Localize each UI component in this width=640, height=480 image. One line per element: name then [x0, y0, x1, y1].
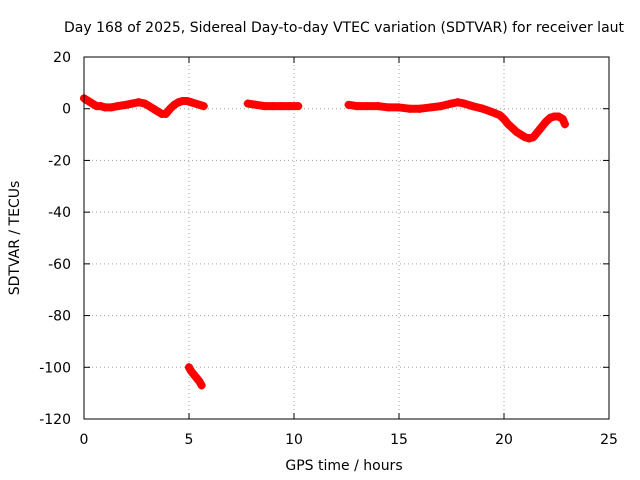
- axis-ticks: 0 5 10 15 20 25 20 0 -20 -40 -60 -80 -100 -120: [39, 50, 618, 448]
- data-point: [516, 130, 525, 139]
- data-point: [195, 100, 204, 109]
- data-point: [269, 102, 277, 111]
- data-points: [80, 94, 569, 390]
- data-point: [529, 133, 538, 142]
- data-point: [542, 117, 550, 126]
- data-point: [128, 99, 137, 108]
- data-point: [521, 133, 529, 142]
- x-tick-label: 5: [185, 432, 194, 448]
- data-point: [187, 98, 196, 107]
- data-point: [437, 102, 445, 111]
- data-point: [558, 115, 567, 124]
- data-point: [460, 99, 469, 108]
- y-tick-label: 0: [62, 102, 71, 118]
- data-point: [96, 102, 105, 111]
- data-point: [500, 115, 508, 124]
- x-tick-label: 0: [80, 432, 89, 448]
- y-tick-label: -60: [48, 257, 71, 273]
- data-point: [374, 102, 382, 111]
- data-point: [533, 127, 542, 136]
- data-point: [277, 102, 286, 111]
- data-point: [363, 102, 372, 111]
- data-point: [405, 104, 414, 113]
- data-point: [384, 103, 393, 112]
- y-tick-label: 20: [53, 50, 71, 66]
- data-point: [546, 113, 555, 122]
- y-tick-label: -120: [39, 412, 71, 428]
- data-point: [166, 104, 175, 113]
- y-tick-label: -20: [48, 153, 71, 169]
- data-point: [468, 102, 477, 111]
- x-tick-label: 25: [600, 432, 618, 448]
- data-point: [122, 100, 130, 109]
- data-point: [197, 381, 206, 390]
- data-point: [495, 111, 504, 120]
- data-point: [260, 102, 269, 111]
- data-point: [453, 98, 462, 107]
- data-point: [508, 124, 517, 133]
- data-point: [88, 99, 97, 108]
- data-point: [560, 120, 569, 129]
- data-point: [395, 103, 403, 112]
- x-tick-label: 15: [390, 432, 408, 448]
- data-point: [479, 104, 487, 113]
- data-point: [353, 102, 361, 111]
- y-axis-label: SDTVAR / TECUs: [7, 181, 23, 296]
- data-point: [294, 102, 303, 111]
- data-point: [191, 99, 200, 108]
- data-point: [447, 99, 456, 108]
- x-tick-label: 10: [285, 432, 303, 448]
- data-point: [537, 122, 546, 131]
- x-axis-label: GPS time / hours: [285, 458, 402, 474]
- data-point: [199, 102, 208, 111]
- data-point: [113, 102, 122, 111]
- data-point: [170, 100, 179, 109]
- chart-title: Day 168 of 2025, Sidereal Day-to-day VTE…: [64, 20, 625, 36]
- data-point: [153, 107, 162, 116]
- data-point: [489, 108, 498, 117]
- data-point: [285, 102, 294, 111]
- data-point: [512, 127, 521, 136]
- data-trace-segment: [344, 98, 569, 143]
- data-point: [344, 100, 353, 109]
- data-point: [525, 134, 534, 143]
- x-tick-label: 20: [495, 432, 513, 448]
- data-point: [426, 103, 435, 112]
- y-tick-label: -100: [39, 360, 71, 376]
- y-tick-label: -80: [48, 309, 71, 325]
- plot-frame: [83, 56, 610, 420]
- data-point: [416, 104, 424, 113]
- data-point: [84, 96, 93, 105]
- y-tick-label: -40: [48, 205, 71, 221]
- data-point: [174, 98, 183, 107]
- data-point: [252, 100, 261, 109]
- data-point: [243, 99, 252, 108]
- data-point: [107, 103, 116, 112]
- data-point: [554, 112, 563, 121]
- data-point: [140, 99, 149, 108]
- data-point: [149, 104, 158, 113]
- data-point: [504, 120, 513, 129]
- data-point: [145, 102, 154, 111]
- data-point: [182, 96, 191, 105]
- data-point: [134, 98, 143, 107]
- data-point: [161, 109, 170, 118]
